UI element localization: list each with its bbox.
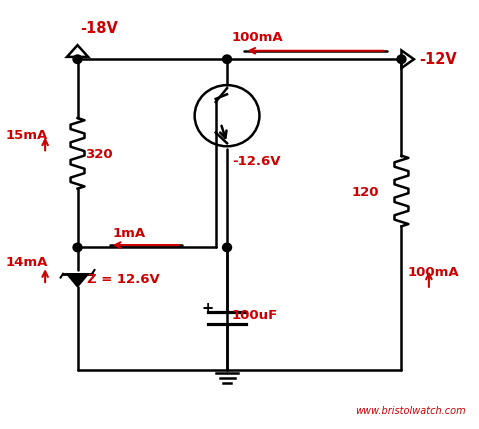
Text: 100mA: 100mA [408,266,459,279]
Circle shape [223,55,231,63]
Circle shape [397,55,406,63]
Text: 320: 320 [85,148,113,161]
Text: +: + [201,301,213,316]
Circle shape [73,243,82,252]
Text: 100uF: 100uF [232,309,278,322]
Text: -12V: -12V [419,52,456,67]
Text: 120: 120 [352,186,379,199]
Text: www.bristolwatch.com: www.bristolwatch.com [355,406,466,417]
Text: 100mA: 100mA [232,31,284,44]
Text: 14mA: 14mA [5,256,47,269]
Text: Z = 12.6V: Z = 12.6V [88,273,160,286]
Text: 1mA: 1mA [113,227,146,240]
Polygon shape [67,274,89,287]
Text: -12.6V: -12.6V [232,155,281,168]
Text: -18V: -18V [80,21,118,36]
Text: 15mA: 15mA [5,129,47,142]
Circle shape [73,55,82,63]
Circle shape [223,243,231,252]
